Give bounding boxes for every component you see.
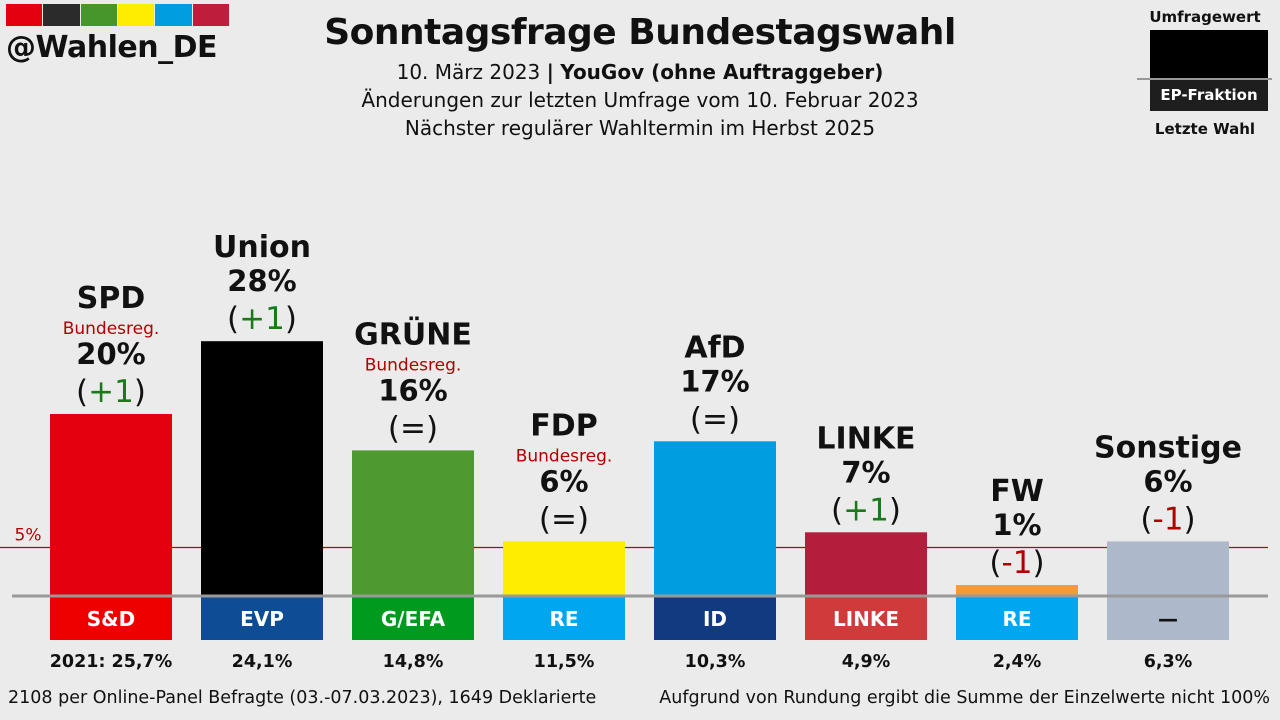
party-name: GRÜNE — [354, 315, 472, 352]
ep-group-box — [1107, 596, 1229, 640]
party-name: Union — [213, 230, 311, 265]
changes-note: Änderungen zur letzten Umfrage vom 10. F… — [361, 88, 919, 112]
change-value: (-1) — [989, 545, 1044, 581]
last-election-value: 2,4% — [993, 652, 1042, 672]
government-note: Bundesreg. — [63, 319, 160, 339]
bar-7 — [1107, 541, 1229, 596]
last-election-value: 14,8% — [383, 652, 444, 672]
value-label: 16% — [378, 373, 447, 407]
color-strip-swatch — [117, 4, 155, 26]
bar-5 — [805, 532, 927, 596]
change-value: (-1) — [1140, 501, 1195, 537]
party-name: LINKE — [816, 421, 915, 456]
color-strip-swatch — [80, 4, 117, 26]
ep-group-label: S&D — [87, 607, 135, 631]
survey-date-line: 10. März 2023 | YouGov (ohne Auftraggebe… — [0, 60, 1280, 84]
party-name: AfD — [684, 330, 745, 365]
ep-group-box — [654, 596, 776, 640]
change-value: (+1) — [227, 301, 297, 337]
last-election-value: 10,3% — [685, 652, 746, 672]
ep-group-label: — — [1158, 607, 1178, 631]
ep-group-label: EVP — [240, 607, 284, 631]
separator: | — [546, 60, 554, 84]
government-note: Bundesreg. — [365, 355, 462, 375]
bar-4 — [654, 441, 776, 596]
ep-group-label: LINKE — [833, 607, 899, 631]
color-strip-swatch — [43, 4, 80, 26]
color-strip-swatch — [192, 4, 229, 26]
survey-institute: YouGov (ohne Auftraggeber) — [560, 60, 884, 84]
legend-baseline — [1137, 78, 1272, 80]
legend-poll-value-label: Umfragewert — [1149, 8, 1261, 26]
footer-rounding-note: Aufgrund von Rundung ergibt die Summe de… — [659, 688, 1270, 708]
government-note: Bundesreg. — [516, 446, 613, 466]
value-label: 17% — [680, 364, 749, 398]
last-election-value: 4,9% — [842, 652, 891, 672]
party-name: FW — [990, 474, 1044, 509]
value-label: 6% — [539, 464, 588, 498]
ep-group-box — [805, 596, 927, 640]
change-value: (=) — [388, 410, 438, 446]
legend-bar-swatch — [1150, 30, 1268, 80]
legend-ep-group-label: EP-Fraktion — [1150, 80, 1268, 111]
value-label: 6% — [1143, 464, 1192, 498]
bar-0 — [50, 414, 172, 596]
legend-last-election-label: Letzte Wahl — [1154, 120, 1256, 138]
value-label: 28% — [227, 264, 296, 298]
bar-2 — [352, 450, 474, 596]
account-handle: @Wahlen_DE — [6, 30, 218, 65]
threshold-label: 5% — [15, 526, 42, 546]
ep-group-label: RE — [1002, 607, 1031, 631]
ep-group-label: RE — [549, 607, 578, 631]
ep-group-box — [201, 596, 323, 640]
bar-3 — [503, 541, 625, 596]
ep-group-box — [352, 596, 474, 640]
last-election-value: 2021: 25,7% — [50, 652, 173, 672]
ep-group-label: ID — [703, 607, 727, 631]
color-strip-swatch — [6, 4, 43, 26]
party-color-strip — [6, 4, 230, 26]
value-label: 20% — [76, 337, 145, 371]
change-value: (=) — [539, 501, 589, 537]
bar-6 — [956, 585, 1078, 596]
last-election-value: 11,5% — [534, 652, 595, 672]
next-election-note: Nächster regulärer Wahltermin im Herbst … — [404, 116, 876, 140]
last-election-value: 6,3% — [1144, 652, 1193, 672]
change-value: (+1) — [831, 492, 901, 528]
ep-group-box — [50, 596, 172, 640]
party-name: SPD — [77, 281, 146, 316]
ep-group-label: G/EFA — [381, 607, 446, 631]
value-label: 1% — [992, 508, 1041, 542]
value-label: 7% — [841, 455, 890, 489]
party-name: Sonstige — [1094, 430, 1242, 465]
chart-title: Sonntagsfrage Bundestagswahl — [324, 12, 956, 53]
survey-date: 10. März 2023 — [396, 60, 541, 84]
party-name: FDP — [530, 408, 597, 443]
change-value: (=) — [690, 401, 740, 437]
color-strip-swatch — [155, 4, 192, 26]
ep-group-box — [503, 596, 625, 640]
ep-group-box — [956, 596, 1078, 640]
bar-1 — [201, 341, 323, 596]
footer-sample-info: 2108 per Online-Panel Befragte (03.-07.0… — [8, 688, 597, 708]
last-election-value: 24,1% — [232, 652, 293, 672]
change-value: (+1) — [76, 374, 146, 410]
